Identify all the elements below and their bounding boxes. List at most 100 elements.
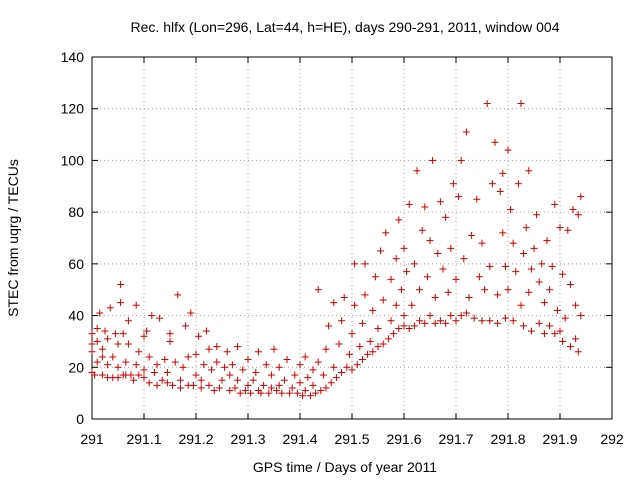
data-point — [234, 343, 242, 351]
y-tick-label: 120 — [61, 101, 85, 117]
data-point — [457, 312, 465, 320]
data-point — [234, 376, 242, 384]
x-tick-label: 291.1 — [126, 431, 161, 447]
data-point — [561, 314, 569, 322]
data-point — [572, 301, 580, 309]
data-point — [127, 371, 135, 379]
data-point — [540, 299, 548, 307]
data-point — [343, 363, 351, 371]
data-point — [431, 293, 439, 301]
data-point — [527, 327, 535, 335]
data-point — [241, 387, 249, 395]
data-point — [98, 371, 106, 379]
data-point — [111, 330, 119, 338]
data-point — [163, 368, 171, 376]
data-point — [509, 317, 517, 325]
y-tick-label: 140 — [61, 49, 85, 65]
data-point — [444, 288, 452, 296]
data-point — [556, 224, 564, 232]
data-point — [392, 255, 400, 263]
data-point — [405, 200, 413, 208]
data-point — [275, 381, 283, 389]
data-point — [195, 332, 203, 340]
data-point — [494, 291, 502, 299]
data-point — [473, 195, 481, 203]
data-point — [442, 319, 450, 327]
data-point — [291, 371, 299, 379]
data-point — [535, 319, 543, 327]
y-tick-label: 80 — [68, 204, 84, 220]
data-point — [145, 379, 153, 387]
y-tick-label: 40 — [68, 308, 84, 324]
data-point — [158, 376, 166, 384]
data-point — [395, 216, 403, 224]
data-point — [527, 265, 535, 273]
data-point — [486, 317, 494, 325]
data-point — [478, 317, 486, 325]
data-point — [400, 322, 408, 330]
data-point — [397, 286, 405, 294]
x-tick-label: 292 — [600, 431, 624, 447]
data-point — [559, 270, 567, 278]
data-point — [416, 317, 424, 325]
data-point — [520, 322, 528, 330]
data-point — [330, 299, 338, 307]
data-point — [410, 260, 418, 268]
data-point — [499, 169, 507, 177]
data-point — [387, 275, 395, 283]
data-point — [418, 226, 426, 234]
data-point — [546, 322, 554, 330]
data-point — [273, 387, 281, 395]
data-point — [114, 363, 122, 371]
data-point — [364, 350, 372, 358]
data-point — [540, 330, 548, 338]
data-point — [215, 384, 223, 392]
data-point — [166, 337, 174, 345]
data-point — [145, 353, 153, 361]
data-point — [93, 325, 101, 332]
x-axis-title: GPS time / Days of year 2011 — [253, 459, 437, 475]
data-point — [525, 167, 533, 175]
data-point — [280, 376, 288, 384]
data-point — [340, 293, 348, 301]
data-point — [514, 180, 522, 188]
data-point — [348, 330, 356, 338]
data-point — [439, 265, 447, 273]
data-point — [140, 374, 148, 382]
data-point — [301, 387, 309, 395]
data-point — [93, 358, 101, 366]
data-point — [221, 363, 229, 371]
data-point — [416, 286, 424, 294]
chart-title: Rec. hlfx (Lon=296, Lat=44, h=HE), days … — [131, 19, 560, 35]
data-point — [452, 275, 460, 283]
data-point — [247, 389, 255, 397]
data-point — [314, 358, 322, 366]
data-point — [525, 288, 533, 296]
data-point — [93, 337, 101, 345]
x-tick-label: 291.6 — [386, 431, 421, 447]
data-point — [132, 361, 140, 369]
data-point — [351, 301, 359, 309]
data-point — [96, 309, 104, 317]
x-tick-label: 291.5 — [334, 431, 369, 447]
y-tick-label: 0 — [76, 411, 84, 427]
data-point — [559, 337, 567, 345]
data-point — [236, 389, 244, 397]
data-point — [192, 371, 200, 379]
data-point — [338, 368, 346, 376]
data-point — [114, 340, 122, 348]
data-point — [543, 237, 551, 245]
data-point — [348, 366, 356, 374]
data-point — [309, 381, 317, 389]
data-point — [218, 376, 226, 384]
data-point — [426, 312, 434, 320]
data-point — [275, 363, 283, 371]
data-point — [150, 368, 158, 376]
data-point — [465, 293, 473, 301]
data-point — [369, 306, 377, 314]
data-point — [494, 319, 502, 327]
data-point — [403, 268, 411, 276]
data-point — [184, 353, 192, 361]
data-point — [306, 392, 314, 400]
data-point — [499, 229, 507, 237]
